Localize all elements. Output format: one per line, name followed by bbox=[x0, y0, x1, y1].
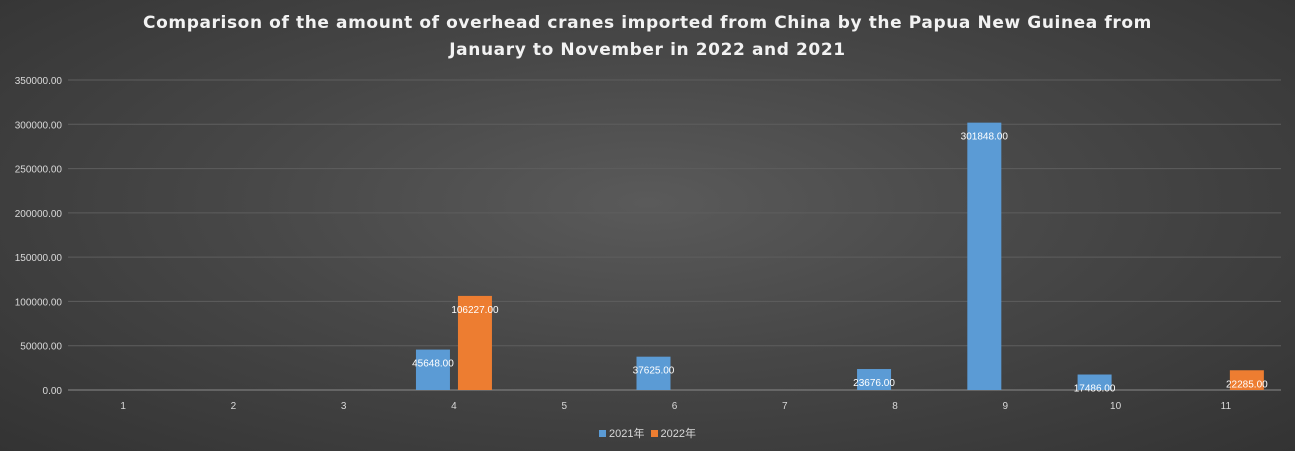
data-label: 45648.00 bbox=[412, 359, 454, 370]
y-tick-label: 300000.00 bbox=[15, 120, 63, 131]
y-tick-label: 200000.00 bbox=[15, 209, 63, 220]
bars bbox=[415, 122, 1264, 390]
x-tick-label: 1 bbox=[120, 401, 126, 412]
x-tick-label: 2 bbox=[231, 401, 237, 412]
x-tick-label: 6 bbox=[672, 401, 678, 412]
y-tick-label: 50000.00 bbox=[20, 342, 62, 353]
legend-item-2021: 2021年 bbox=[599, 425, 645, 441]
data-label: 106227.00 bbox=[451, 305, 499, 316]
legend-swatch-2021 bbox=[599, 429, 607, 437]
bar-2022年-4 bbox=[457, 295, 492, 390]
bar-2021年-10 bbox=[1077, 374, 1112, 390]
x-tick-label: 10 bbox=[1110, 401, 1122, 412]
bar-2021年-8 bbox=[857, 369, 892, 390]
y-tick-label: 350000.00 bbox=[15, 76, 63, 87]
bar-2021年-4 bbox=[415, 349, 450, 390]
y-axis-ticks: 0.00 50000.00 100000.00 150000.00 200000.00 2… bbox=[15, 76, 63, 397]
data-label: 17486.00 bbox=[1074, 384, 1116, 395]
gridlines bbox=[68, 79, 1281, 391]
chart-title-line-2: January to November in 2022 and 2021 bbox=[449, 40, 846, 60]
x-tick-label: 5 bbox=[561, 401, 567, 412]
y-tick-label: 100000.00 bbox=[15, 297, 63, 308]
y-tick-label: 250000.00 bbox=[15, 165, 63, 176]
legend-label-2021: 2021年 bbox=[609, 428, 645, 440]
chart-title: Comparison of the amount of overhead cra… bbox=[0, 10, 1295, 64]
x-tick-label: 11 bbox=[1221, 401, 1232, 412]
legend-item-2022: 2022年 bbox=[650, 425, 696, 441]
bar-2021年-9 bbox=[967, 122, 1002, 390]
legend-label-2022: 2022年 bbox=[660, 428, 696, 440]
y-tick-label: 150000.00 bbox=[15, 253, 63, 264]
x-tick-label: 3 bbox=[341, 401, 347, 412]
bar-2021年-6 bbox=[636, 356, 671, 390]
data-label: 23676.00 bbox=[853, 378, 895, 389]
data-labels: 45648.00 106227.00 37625.00 23676.00 301848.… bbox=[412, 132, 1268, 395]
bar-2022年-11 bbox=[1229, 370, 1264, 390]
legend-swatch-2022 bbox=[650, 429, 658, 437]
data-label: 22285.00 bbox=[1226, 379, 1268, 390]
x-tick-label: 9 bbox=[1003, 401, 1009, 412]
x-tick-label: 4 bbox=[451, 401, 457, 412]
chart-title-line-1: Comparison of the amount of overhead cra… bbox=[143, 13, 1152, 33]
x-tick-label: 8 bbox=[892, 401, 898, 412]
data-label: 37625.00 bbox=[633, 366, 675, 377]
y-tick-label: 0.00 bbox=[43, 386, 63, 397]
legend: 2021年 2022年 bbox=[0, 425, 1295, 441]
x-tick-label: 7 bbox=[782, 401, 788, 412]
x-axis-ticks: 1 2 3 4 5 6 7 8 9 10 11 bbox=[120, 401, 1231, 412]
data-label: 301848.00 bbox=[961, 132, 1009, 143]
